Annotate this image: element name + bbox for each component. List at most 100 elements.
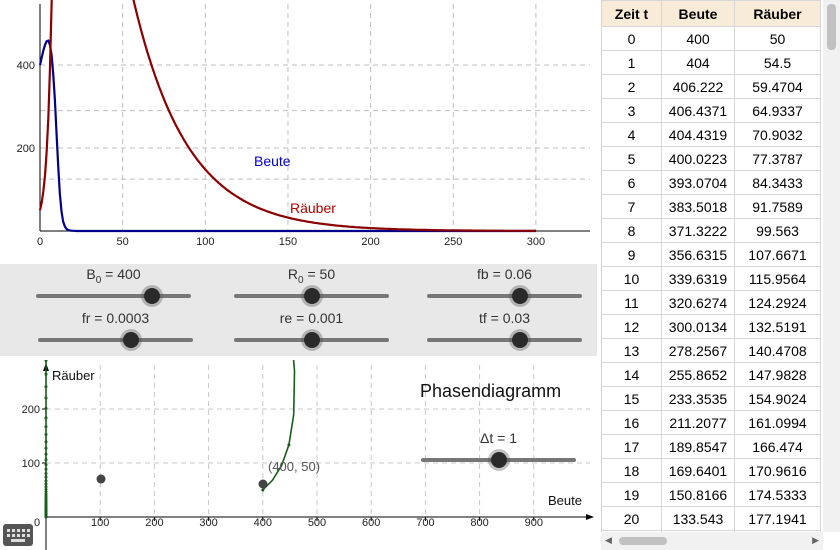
slider-tf[interactable]: tf = 0.03 <box>427 310 582 350</box>
table-cell[interactable]: 320.6274 <box>661 290 735 315</box>
table-cell[interactable]: 9 <box>601 242 662 267</box>
slider-thumb[interactable] <box>490 452 507 468</box>
table-cell[interactable]: 3 <box>601 98 662 123</box>
table-cell[interactable]: 383.5018 <box>661 194 735 219</box>
table-cell[interactable]: 406.222 <box>661 74 735 99</box>
key-glyph <box>27 529 30 532</box>
table-cell[interactable]: 140.4708 <box>734 338 821 363</box>
table-cell[interactable]: 11 <box>601 290 662 315</box>
vertical-scroll-thumb[interactable] <box>827 4 836 50</box>
table-cell[interactable]: 19 <box>601 482 662 507</box>
table-cell[interactable]: 189.8547 <box>661 434 735 459</box>
slider-thumb[interactable] <box>144 288 161 304</box>
phase-diagram-graph[interactable]: 0 100 200 300 400 500 600 700 800 900 100 200 (400… <box>0 360 598 550</box>
table-cell[interactable]: 18 <box>601 458 662 483</box>
slider-track[interactable] <box>36 294 191 298</box>
column-header[interactable]: Zeit t <box>601 0 662 27</box>
table-horizontal-scrollbar[interactable]: ◀ ▶ <box>601 532 823 550</box>
table-cell[interactable]: 16 <box>601 410 662 435</box>
slider-thumb[interactable] <box>303 288 320 304</box>
table-cell[interactable]: 406.4371 <box>661 98 735 123</box>
slider-fr[interactable]: fr = 0.0003 <box>38 310 193 350</box>
table-cell[interactable]: 12 <box>601 314 662 339</box>
table-cell[interactable]: 64.9337 <box>734 98 821 123</box>
table-cell[interactable]: 6 <box>601 170 662 195</box>
table-cell[interactable]: 255.8652 <box>661 362 735 387</box>
time-series-graph[interactable]: 0 50 100 150 200 250 300 200 400 Beute Räuber <box>0 0 598 260</box>
slider-track[interactable] <box>427 294 582 298</box>
x-tick-label: 100 <box>91 517 109 529</box>
slider-B[interactable]: B0 = 400 <box>36 266 191 306</box>
scroll-left-icon[interactable]: ◀ <box>605 535 612 545</box>
slider-fb[interactable]: fb = 0.06 <box>427 266 582 306</box>
horizontal-scroll-thumb[interactable] <box>619 537 667 545</box>
table-cell[interactable]: 211.2077 <box>661 410 735 435</box>
slider-thumb[interactable] <box>303 332 320 348</box>
table-cell[interactable]: 339.6319 <box>661 266 735 291</box>
slider-Δt[interactable]: Δt = 1 <box>421 430 576 470</box>
table-cell[interactable]: 400.0223 <box>661 146 735 171</box>
start-point[interactable] <box>258 479 268 489</box>
table-row: 1 404 54.5 <box>601 50 821 75</box>
table-cell[interactable]: 5 <box>601 146 662 171</box>
table-cell[interactable]: 300.0134 <box>661 314 735 339</box>
table-cell[interactable]: 161.0994 <box>734 410 821 435</box>
table-cell[interactable]: 107.6671 <box>734 242 821 267</box>
slider-thumb[interactable] <box>512 332 528 348</box>
free-point[interactable] <box>96 474 106 484</box>
table-cell[interactable]: 124.2924 <box>734 290 821 315</box>
table-cell[interactable]: 356.6315 <box>661 242 735 267</box>
table-cell[interactable]: 84.3433 <box>734 170 821 195</box>
table-cell[interactable]: 2 <box>601 74 662 99</box>
table-cell[interactable]: 1 <box>601 50 662 75</box>
table-cell[interactable]: 174.5333 <box>734 482 821 507</box>
table-cell[interactable]: 393.0704 <box>661 170 735 195</box>
table-cell[interactable]: 150.8166 <box>661 482 735 507</box>
table-cell[interactable]: 177.1941 <box>734 506 821 531</box>
slider-re[interactable]: re = 0.001 <box>234 310 389 350</box>
table-cell[interactable]: 278.2567 <box>661 338 735 363</box>
table-row: 19 150.8166 174.5333 <box>601 482 821 507</box>
table-cell[interactable]: 70.9032 <box>734 122 821 147</box>
table-cell[interactable]: 13 <box>601 338 662 363</box>
table-cell[interactable]: 54.5 <box>734 50 821 75</box>
table-cell[interactable]: 233.3535 <box>661 386 735 411</box>
table-cell[interactable]: 170.9616 <box>734 458 821 483</box>
table-cell[interactable]: 404 <box>661 50 735 75</box>
keyboard-icon[interactable] <box>3 524 33 546</box>
table-cell[interactable]: 400 <box>661 26 735 51</box>
table-cell[interactable]: 371.3222 <box>661 218 735 243</box>
table-cell[interactable]: 166.474 <box>734 434 821 459</box>
table-cell[interactable]: 59.4704 <box>734 74 821 99</box>
table-cell[interactable]: 133.543 <box>661 506 735 531</box>
table-vertical-scrollbar[interactable] <box>823 0 840 532</box>
column-header[interactable]: Räuber <box>734 0 821 27</box>
table-cell[interactable]: 8 <box>601 218 662 243</box>
table-cell[interactable]: 10 <box>601 266 662 291</box>
slider-thumb[interactable] <box>123 332 139 348</box>
table-cell[interactable]: 404.4319 <box>661 122 735 147</box>
table-cell[interactable]: 20 <box>601 506 662 531</box>
slider-track[interactable] <box>38 338 193 342</box>
table-cell[interactable]: 14 <box>601 362 662 387</box>
table-cell[interactable]: 169.6401 <box>661 458 735 483</box>
x-tick-label: 500 <box>308 517 326 529</box>
table-cell[interactable]: 4 <box>601 122 662 147</box>
table-cell[interactable]: 91.7589 <box>734 194 821 219</box>
table-cell[interactable]: 50 <box>734 26 821 51</box>
slider-R[interactable]: R0 = 50 <box>234 266 389 306</box>
table-cell[interactable]: 132.5191 <box>734 314 821 339</box>
table-cell[interactable]: 77.3787 <box>734 146 821 171</box>
table-cell[interactable]: 0 <box>601 26 662 51</box>
column-header[interactable]: Beute <box>661 0 735 27</box>
table-cell[interactable]: 15 <box>601 386 662 411</box>
table-cell[interactable]: 154.9024 <box>734 386 821 411</box>
slider-track[interactable] <box>427 338 582 342</box>
slider-thumb[interactable] <box>512 288 528 304</box>
table-cell[interactable]: 115.9564 <box>734 266 821 291</box>
table-cell[interactable]: 7 <box>601 194 662 219</box>
table-cell[interactable]: 17 <box>601 434 662 459</box>
table-cell[interactable]: 99.563 <box>734 218 821 243</box>
table-cell[interactable]: 147.9828 <box>734 362 821 387</box>
scroll-right-icon[interactable]: ▶ <box>812 535 819 545</box>
